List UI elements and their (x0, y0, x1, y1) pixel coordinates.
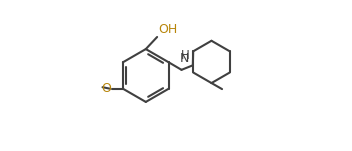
Text: O: O (102, 82, 112, 95)
Text: N: N (180, 52, 189, 65)
Text: H: H (181, 49, 190, 62)
Text: OH: OH (158, 23, 177, 36)
